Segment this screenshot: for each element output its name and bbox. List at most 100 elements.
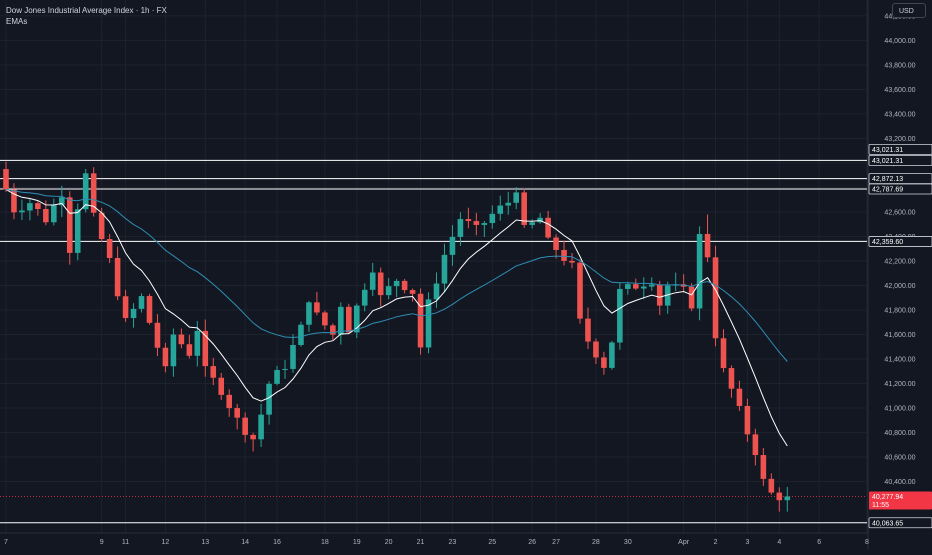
x-tick-label: 14: [241, 539, 249, 546]
x-tick-label: 12: [162, 539, 170, 546]
indicator-label[interactable]: EMAs: [6, 17, 28, 26]
candle-body: [3, 169, 9, 190]
candle-body: [298, 324, 304, 345]
x-tick-label: 19: [353, 539, 361, 546]
candle-body: [361, 289, 368, 306]
y-tick-label: 41,800.00: [884, 307, 915, 314]
y-tick-label: 43,200.00: [884, 136, 915, 143]
x-tick-label: 30: [624, 539, 632, 546]
candle-body: [130, 308, 137, 319]
candle-body: [401, 280, 408, 291]
x-tick-label: 4: [777, 539, 781, 546]
candle-body: [656, 284, 663, 306]
level-tag-box: [868, 183, 932, 195]
candle-body: [640, 286, 647, 289]
level-tag-top-label: 43,021.31: [872, 147, 903, 154]
candle-body: [90, 173, 97, 213]
candle-body: [306, 302, 312, 325]
candles: [3, 161, 791, 512]
candle-body: [282, 368, 288, 370]
candle-body: [138, 296, 145, 309]
candle-body: [369, 272, 376, 290]
time-axis[interactable]: 7 9 11 12 13 14 16 18 19 20 21 23 25 26 27 28 30 Apr 2 3 4 6 8: [0, 532, 869, 546]
y-tick-label: 40,400.00: [884, 479, 915, 486]
ema-fast-line: [5, 188, 788, 447]
candle-body: [736, 388, 743, 406]
candle-body: [385, 286, 392, 296]
candle-body: [202, 330, 209, 367]
symbol-title[interactable]: Dow Jones Industrial Average Index · 1h …: [6, 6, 167, 15]
candle-body: [744, 405, 751, 435]
ema-slow-line: [5, 188, 788, 362]
currency-button[interactable]: USD: [892, 3, 926, 18]
candle-body: [529, 222, 535, 225]
x-tick-label: 11: [122, 539, 129, 546]
candle-body: [569, 260, 575, 263]
candle-body: [664, 285, 671, 306]
candle-body: [537, 217, 543, 223]
candle-body: [505, 202, 512, 206]
candle-body: [720, 338, 727, 369]
candle-body: [457, 219, 464, 237]
candle-body: [74, 209, 81, 253]
x-tick-label: 18: [321, 539, 329, 546]
candle-body: [449, 236, 456, 255]
candle-body: [330, 325, 336, 335]
x-tick-label: Apr: [678, 539, 690, 546]
candle-body: [784, 496, 791, 501]
candle-body: [617, 288, 623, 343]
candle-body: [633, 284, 639, 289]
candle-body: [601, 357, 607, 368]
candle-body: [314, 302, 320, 313]
level-tag: 42,872.13: [868, 173, 932, 185]
candle-body: [218, 377, 225, 395]
candle-body: [51, 205, 57, 223]
candle-body: [170, 334, 177, 367]
candle-body: [98, 212, 105, 240]
x-tick-label: 8: [865, 539, 869, 546]
candle-body: [338, 306, 344, 335]
candle-body: [35, 203, 41, 210]
candle-body: [417, 293, 424, 348]
x-tick-label: 13: [201, 539, 209, 546]
candle-body: [11, 189, 17, 213]
candle-body: [162, 347, 169, 367]
y-tick-label: 41,000.00: [884, 406, 915, 413]
candle-body: [250, 434, 256, 440]
chart-legend: Dow Jones Industrial Average Index · 1h …: [6, 5, 167, 27]
x-tick-label: 3: [745, 539, 749, 546]
candle-body: [465, 219, 472, 222]
ema-lines: [5, 188, 788, 447]
candle-body: [609, 342, 615, 368]
candle-body: [377, 272, 384, 296]
candle-body: [425, 299, 432, 348]
candle-body: [760, 455, 767, 479]
candle-body: [553, 237, 559, 250]
candle-body: [712, 257, 719, 339]
candle-body: [768, 478, 775, 493]
y-tick-label: 43,600.00: [884, 87, 915, 94]
candle-body: [545, 217, 551, 238]
y-tick-label: 41,600.00: [884, 332, 915, 339]
last-price-label: 40,277.94: [872, 494, 903, 501]
level-tag-label: 43,021.31: [872, 158, 903, 165]
candle-body: [346, 306, 352, 333]
candle-body: [242, 417, 248, 435]
x-tick-label: 25: [488, 539, 496, 546]
level-tag-box: [868, 236, 932, 247]
candle-body: [106, 239, 113, 258]
candle-body: [728, 368, 735, 389]
candle-body: [561, 249, 567, 261]
candle-body: [186, 344, 193, 356]
price-axis[interactable]: 40,400.00 40,600.00 40,800.00 41,000.00 41,2…: [867, 0, 916, 550]
candle-body: [27, 203, 33, 211]
x-tick-label: 2: [714, 539, 718, 546]
candle-body: [353, 305, 360, 333]
candle-body: [234, 408, 240, 418]
level-tag: 42,359.60: [868, 236, 932, 247]
candle-body: [776, 492, 783, 501]
candle-body: [441, 254, 448, 284]
